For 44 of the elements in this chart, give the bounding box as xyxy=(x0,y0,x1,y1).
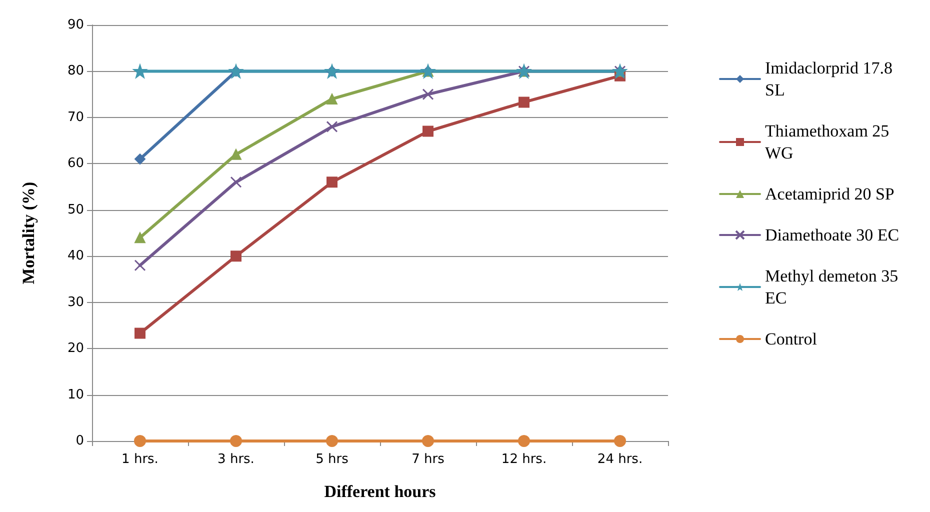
point xyxy=(518,96,530,108)
y-tick-label: 40 xyxy=(67,248,84,264)
x-tick-label: 7 hrs xyxy=(412,452,445,467)
point xyxy=(230,250,242,262)
legend-label: Acetamiprid 20 SP xyxy=(765,184,894,204)
point xyxy=(134,328,146,339)
x-tick-label: 3 hrs. xyxy=(218,452,254,467)
point xyxy=(230,148,242,160)
y-tick-label: 0 xyxy=(76,434,84,448)
legend-label: Methyl demeton 35 EC xyxy=(765,266,902,308)
x-tick-label: 5 hrs xyxy=(316,452,349,467)
y-tick-label: 20 xyxy=(67,341,84,356)
legend-label: Diamethoate 30 EC xyxy=(765,226,900,244)
legend-label: Control xyxy=(765,330,818,348)
point xyxy=(134,260,146,272)
x-tick-label: 24 hrs. xyxy=(597,452,643,467)
x-tick-label: 12 hrs. xyxy=(501,452,547,467)
legend-label: Imidaclorprid 17.8 SL xyxy=(765,58,897,100)
point xyxy=(326,176,338,188)
y-axis-title: Mortality (%) xyxy=(19,182,38,284)
point xyxy=(326,120,338,132)
x-axis-title: Different hours xyxy=(324,482,436,501)
point xyxy=(422,126,434,137)
point xyxy=(230,176,242,188)
point xyxy=(614,435,626,447)
point xyxy=(518,435,530,447)
point xyxy=(422,88,434,100)
point xyxy=(134,435,146,447)
y-tick-label: 30 xyxy=(67,294,84,310)
point xyxy=(134,232,146,244)
point xyxy=(134,154,146,165)
legend-label: Thiamethoxam 25 WG xyxy=(765,122,894,162)
point xyxy=(326,93,338,104)
y-tick-label: 10 xyxy=(67,387,84,402)
y-tick-label: 80 xyxy=(67,64,84,79)
point xyxy=(326,435,338,447)
y-tick-label: 50 xyxy=(67,202,84,218)
y-tick-label: 90 xyxy=(67,18,84,32)
y-tick-label: 60 xyxy=(67,156,84,172)
point xyxy=(133,64,147,78)
point xyxy=(422,435,434,447)
x-tick-label: 1 hrs. xyxy=(122,452,158,467)
point xyxy=(230,435,242,447)
y-tick-label: 70 xyxy=(67,110,84,125)
